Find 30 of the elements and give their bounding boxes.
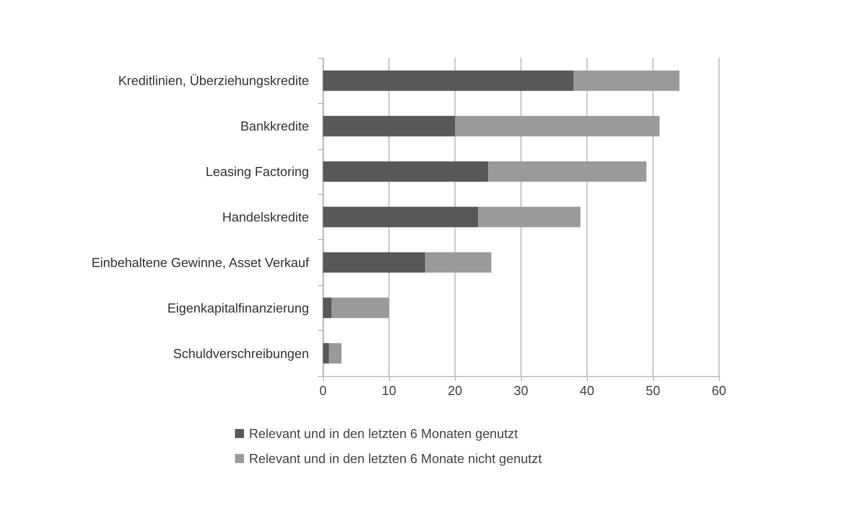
x-tick-label: 40 (580, 383, 594, 398)
y-tick-label: Bankkredite (240, 118, 309, 134)
x-tick-label: 10 (382, 383, 396, 398)
y-tick-label: Leasing Factoring (206, 164, 309, 180)
x-tick-label: 30 (514, 383, 528, 398)
bar (478, 206, 580, 228)
bar (323, 70, 574, 91)
bar (323, 298, 332, 318)
y-tick-label: Schuldverschreibungen (173, 346, 309, 361)
y-tick-label: Kreditlinien, Überziehungskredite (118, 73, 309, 88)
bar (328, 343, 342, 364)
bar (323, 116, 455, 136)
bar (488, 161, 646, 182)
y-tick-label: Einbehaltene Gewinne, Asset Verkauf (91, 254, 310, 270)
bar (323, 343, 329, 364)
bar (323, 252, 426, 273)
y-tick-label: Handelskredite (222, 210, 309, 224)
bar (425, 252, 492, 273)
x-tick-label: 50 (646, 383, 660, 398)
bar (455, 116, 660, 136)
bar (332, 298, 389, 318)
x-tick-label: 20 (448, 383, 462, 398)
legend-label: Relevant und in den letzten 6 Monate nicht genutzt (249, 451, 542, 466)
y-tick-label: Eigenkapitalfinanzierung (167, 300, 309, 316)
bar (574, 70, 680, 91)
x-tick-label: 0 (319, 383, 327, 398)
bar (323, 206, 478, 228)
bar (323, 161, 488, 182)
legend-label: Relevant und in den letzten 6 Monaten genutzt (249, 426, 518, 441)
x-tick-label: 60 (712, 383, 726, 398)
